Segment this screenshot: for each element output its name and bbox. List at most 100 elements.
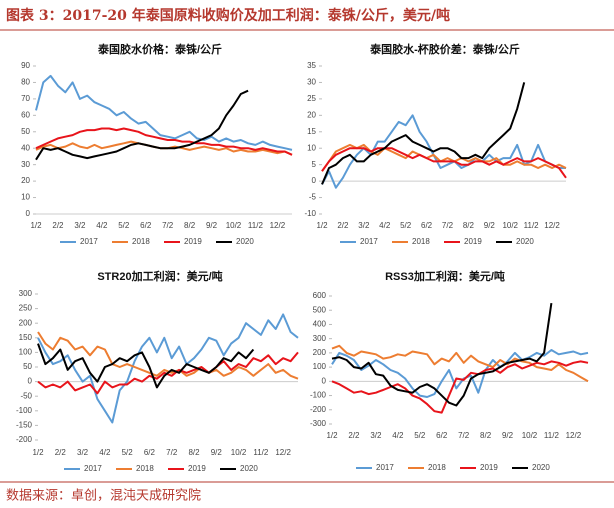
x-tick-label: 7/2	[458, 431, 470, 440]
y-tick-label: 500	[313, 305, 327, 314]
x-tick-label: 10/2	[226, 221, 242, 230]
y-tick-label: 300	[313, 334, 327, 343]
chart-title: 泰国胶水价格：泰铢/公斤	[97, 42, 222, 56]
legend-label: 2018	[132, 237, 150, 246]
y-tick-label: 200	[313, 348, 327, 357]
x-tick-label: 4/2	[392, 431, 404, 440]
y-tick-label: 30	[21, 160, 30, 169]
legend-label: 2019	[184, 237, 202, 246]
x-tick-label: 7/2	[442, 221, 454, 230]
x-tick-label: 10/2	[231, 448, 247, 457]
y-tick-label: 300	[19, 289, 33, 298]
x-tick-label: 9/2	[484, 221, 496, 230]
x-tick-label: 6/2	[144, 448, 156, 457]
y-tick-label: 0	[28, 377, 33, 386]
chart-title: 泰国胶水-杯胶价差：泰铢/公斤	[369, 42, 520, 56]
series-line	[331, 344, 589, 383]
legend-label: 2020	[516, 237, 534, 246]
series-line	[331, 349, 589, 398]
y-tick-label: 0	[312, 176, 317, 185]
x-tick-label: 3/2	[77, 448, 89, 457]
legend-label: 2019	[480, 463, 498, 472]
x-tick-label: 1/2	[30, 221, 42, 230]
series-line	[37, 331, 299, 380]
x-tick-label: 12/2	[275, 448, 291, 457]
x-tick-label: 12/2	[270, 221, 286, 230]
x-tick-label: 9/2	[211, 448, 223, 457]
x-tick-label: 5/2	[400, 221, 412, 230]
y-tick-label: 50	[21, 127, 30, 136]
x-tick-label: 8/2	[463, 221, 475, 230]
x-tick-label: 1/2	[316, 221, 328, 230]
legend-label: 2020	[532, 463, 550, 472]
y-tick-label: -200	[310, 405, 327, 414]
series-line	[37, 343, 255, 389]
y-tick-label: 5	[312, 160, 317, 169]
y-tick-label: 0	[322, 376, 327, 385]
legend-label: 2020	[236, 237, 254, 246]
chart-title: RSS3加工利润：美元/吨	[385, 269, 505, 283]
x-tick-label: 6/2	[421, 221, 433, 230]
x-tick-label: 11/2	[248, 221, 264, 230]
source-note: 数据来源：卓创，混沌天成研究院	[6, 489, 201, 504]
y-tick-label: -200	[16, 435, 33, 444]
x-tick-label: 2/2	[348, 431, 360, 440]
x-tick-label: 2/2	[52, 221, 64, 230]
y-tick-label: 0	[26, 209, 31, 218]
series-line	[321, 147, 567, 179]
x-tick-label: 12/2	[566, 431, 582, 440]
x-tick-label: 6/2	[436, 431, 448, 440]
y-tick-label: 15	[307, 127, 316, 136]
y-tick-label: 10	[21, 193, 30, 202]
x-tick-label: 8/2	[188, 448, 200, 457]
x-tick-label: 5/2	[414, 431, 426, 440]
x-tick-label: 1/2	[326, 431, 338, 440]
legend-label: 2017	[80, 237, 98, 246]
y-tick-label: 80	[21, 78, 30, 87]
series-line	[321, 82, 526, 185]
x-tick-label: 5/2	[118, 221, 130, 230]
y-tick-label: 150	[19, 333, 33, 342]
x-tick-label: 5/2	[122, 448, 134, 457]
legend-label: 2017	[376, 463, 394, 472]
y-tick-label: 60	[21, 110, 30, 119]
x-tick-label: 3/2	[370, 431, 382, 440]
y-tick-label: 250	[19, 304, 33, 313]
legend-label: 2018	[136, 464, 154, 473]
y-tick-label: 70	[21, 94, 30, 103]
y-tick-label: -50	[20, 391, 32, 400]
series-line	[321, 143, 567, 172]
y-tick-label: 200	[19, 318, 33, 327]
x-tick-label: 8/2	[184, 221, 196, 230]
x-tick-label: 9/2	[206, 221, 218, 230]
y-tick-label: -100	[310, 391, 327, 400]
x-tick-label: 9/2	[502, 431, 514, 440]
y-tick-label: 30	[307, 78, 316, 87]
chart-title: STR20加工利润：美元/吨	[97, 269, 222, 283]
y-tick-label: 100	[313, 362, 327, 371]
legend-label: 2019	[188, 464, 206, 473]
x-tick-label: 12/2	[544, 221, 560, 230]
y-tick-label: 90	[21, 61, 30, 70]
x-tick-label: 6/2	[140, 221, 152, 230]
x-tick-label: 2/2	[337, 221, 349, 230]
series-line	[331, 360, 589, 414]
legend-label: 2019	[464, 237, 482, 246]
series-line	[37, 313, 299, 424]
series-line	[321, 114, 566, 189]
legend-label: 2020	[240, 464, 258, 473]
x-tick-label: 1/2	[32, 448, 44, 457]
y-tick-label: 25	[307, 94, 316, 103]
y-tick-label: 400	[313, 320, 327, 329]
page-title: 图表 3：2017-20 年泰国原料收购价及加工利润：泰铢/公斤，美元/吨	[6, 7, 450, 24]
series-line	[35, 74, 293, 151]
y-tick-label: -300	[310, 419, 327, 428]
x-tick-label: 4/2	[379, 221, 391, 230]
x-tick-label: 11/2	[524, 221, 540, 230]
legend-label: 2018	[412, 237, 430, 246]
y-tick-label: 600	[313, 291, 327, 300]
x-tick-label: 7/2	[162, 221, 174, 230]
legend-label: 2017	[360, 237, 378, 246]
y-tick-label: -10	[304, 209, 316, 218]
